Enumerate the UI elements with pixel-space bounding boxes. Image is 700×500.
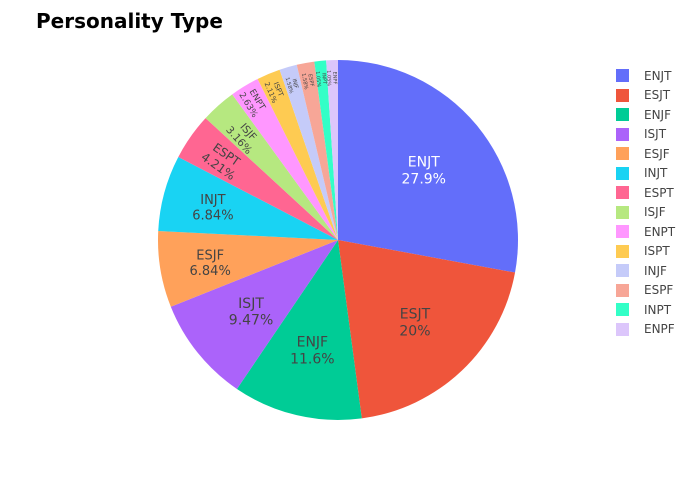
legend-swatch	[616, 225, 629, 239]
legend-swatch	[616, 205, 629, 219]
pie-slices	[158, 60, 518, 420]
slice-label-isjt: ISJT 9.47%	[229, 296, 273, 329]
legend-label: ISJF	[644, 205, 666, 220]
legend-item-enjt[interactable]: ENJT	[616, 66, 675, 86]
legend-item-esjf[interactable]: ESJF	[616, 144, 675, 164]
slice-label-inpt: INPT1.05%	[314, 70, 328, 87]
legend-label: ENJT	[644, 68, 672, 83]
legend-item-enpf[interactable]: ENPF	[616, 320, 675, 340]
legend-item-espt[interactable]: ESPT	[616, 183, 675, 203]
slice-enjt[interactable]	[338, 60, 518, 273]
legend-item-isjf[interactable]: ISJF	[616, 203, 675, 223]
legend-item-ispt[interactable]: ISPT	[616, 242, 675, 262]
slice-label-enjf: ENJF 11.6%	[290, 335, 334, 368]
legend-label: ENPF	[644, 322, 675, 337]
legend-item-isjt[interactable]: ISJT	[616, 125, 675, 145]
legend-item-espf[interactable]: ESPF	[616, 281, 675, 301]
slice-esjf[interactable]	[158, 231, 338, 307]
slice-enpf[interactable]	[326, 60, 338, 240]
legend-label: ISPT	[644, 244, 670, 259]
legend-swatch	[616, 244, 629, 258]
slice-isjt[interactable]	[170, 240, 338, 389]
slice-injf[interactable]	[279, 64, 338, 240]
legend-item-esjt[interactable]: ESJT	[616, 86, 675, 106]
legend-item-enpt[interactable]: ENPT	[616, 222, 675, 242]
slice-espt[interactable]	[178, 118, 338, 240]
legend-label: ESPF	[644, 283, 674, 298]
legend-swatch	[616, 166, 629, 180]
legend-swatch	[616, 283, 629, 297]
slice-label-esjt: ESJT 20%	[399, 307, 430, 340]
legend-item-injf[interactable]: INJF	[616, 261, 675, 281]
legend-swatch	[616, 108, 629, 122]
legend-swatch	[616, 127, 629, 141]
slice-enjf[interactable]	[236, 240, 362, 420]
legend-label: ENJF	[644, 107, 671, 122]
legend-item-inpt[interactable]: INPT	[616, 300, 675, 320]
legend-label: ENPT	[644, 224, 676, 239]
slice-injt[interactable]	[158, 156, 338, 240]
legend-label: ESJF	[644, 146, 670, 161]
legend-swatch	[616, 186, 629, 200]
slice-label-enpf: ENPF1.05%	[325, 70, 338, 87]
slice-esjt[interactable]	[338, 240, 516, 419]
chart-title: Personality Type	[36, 9, 223, 33]
slice-inpt[interactable]	[314, 60, 338, 241]
slice-label-espf: ESPF1.58%	[300, 72, 315, 91]
slice-label-esjf: ESJF 6.84%	[190, 248, 231, 279]
legend-label: ISJT	[644, 127, 667, 142]
slice-label-injt: INJT 6.84%	[192, 193, 233, 224]
legend-swatch	[616, 69, 629, 83]
slice-isjf[interactable]	[205, 94, 338, 240]
slice-enpt[interactable]	[232, 78, 338, 240]
legend-item-injt[interactable]: INJT	[616, 164, 675, 184]
legend-label: INJT	[644, 166, 668, 181]
slice-label-injf: INJF1.58%	[284, 75, 300, 94]
slice-espf[interactable]	[296, 61, 338, 241]
legend-swatch	[616, 322, 629, 336]
chart-legend: ENJT ESJT ENJF ISJT ESJF INJT ESPT ISJF ENPT ISPT…	[616, 66, 675, 339]
legend-item-enjf[interactable]: ENJF	[616, 105, 675, 125]
slice-ispt[interactable]	[257, 69, 338, 240]
legend-swatch	[616, 88, 629, 102]
legend-swatch	[616, 147, 629, 161]
legend-label: INJF	[644, 263, 667, 278]
legend-label: ESPT	[644, 185, 674, 200]
legend-label: INPT	[644, 302, 672, 317]
slice-label-enjt: ENJT 27.9%	[402, 154, 446, 187]
legend-swatch	[616, 264, 629, 278]
legend-swatch	[616, 303, 629, 317]
legend-label: ESJT	[644, 88, 671, 103]
